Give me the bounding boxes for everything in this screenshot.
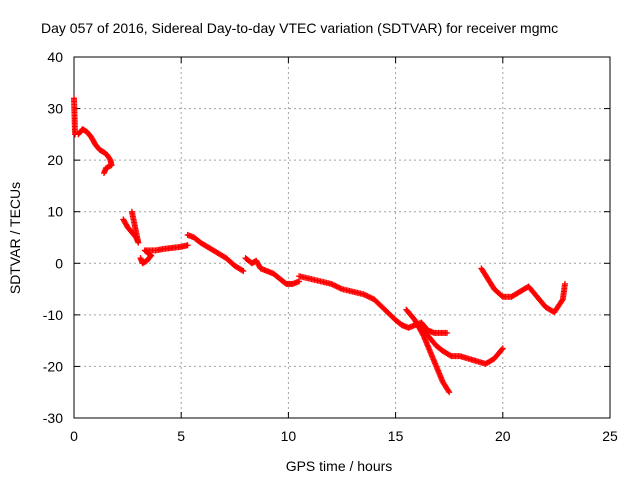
x-tick-label: 15 bbox=[388, 428, 404, 444]
y-tick-label: 0 bbox=[55, 255, 63, 271]
data-point bbox=[296, 278, 303, 285]
y-tick-label: -20 bbox=[43, 358, 63, 374]
y-tick-label: 10 bbox=[47, 204, 63, 220]
data-point bbox=[240, 268, 247, 275]
y-tick-label: -10 bbox=[43, 307, 63, 323]
data-point bbox=[498, 346, 505, 353]
plot-frame bbox=[73, 56, 611, 419]
y-axis-label: SDTVAR / TECUs bbox=[7, 182, 23, 294]
data-point bbox=[184, 242, 191, 249]
x-axis-label: GPS time / hours bbox=[286, 458, 393, 474]
y-tick-label: 30 bbox=[47, 101, 63, 117]
data-point bbox=[445, 387, 452, 394]
data-point bbox=[499, 345, 506, 352]
x-axis: 0 5 10 15 20 25 bbox=[70, 57, 618, 444]
y-tick-label: 40 bbox=[47, 49, 63, 65]
data-point bbox=[558, 297, 565, 304]
data-point bbox=[128, 208, 135, 215]
grid bbox=[74, 57, 610, 418]
chart-title: Day 057 of 2016, Sidereal Day-to-day VTE… bbox=[41, 20, 558, 36]
x-tick-label: 25 bbox=[602, 428, 618, 444]
y-tick-label: -30 bbox=[43, 410, 63, 426]
x-tick-label: 0 bbox=[70, 428, 78, 444]
x-tick-label: 5 bbox=[177, 428, 185, 444]
data-point bbox=[446, 389, 453, 396]
data-point bbox=[444, 329, 451, 336]
data-point bbox=[561, 280, 568, 287]
data-points bbox=[71, 95, 568, 396]
y-axis: -30 -20 -10 0 10 20 30 40 bbox=[43, 49, 610, 426]
data-point bbox=[239, 267, 246, 274]
data-point bbox=[101, 170, 108, 177]
y-tick-label: 20 bbox=[47, 152, 63, 168]
data-point bbox=[447, 352, 454, 359]
x-tick-label: 20 bbox=[495, 428, 511, 444]
x-tick-label: 10 bbox=[281, 428, 297, 444]
